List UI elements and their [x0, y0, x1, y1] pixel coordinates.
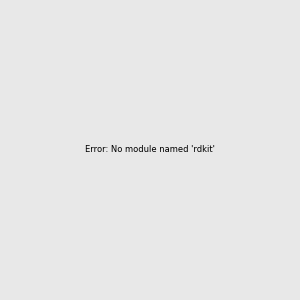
- Text: Error: No module named 'rdkit': Error: No module named 'rdkit': [85, 146, 215, 154]
